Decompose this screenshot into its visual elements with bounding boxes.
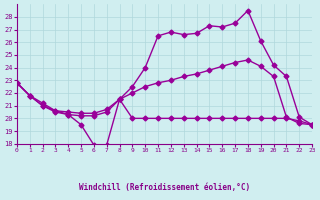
X-axis label: Windchill (Refroidissement éolien,°C): Windchill (Refroidissement éolien,°C)	[79, 183, 250, 192]
